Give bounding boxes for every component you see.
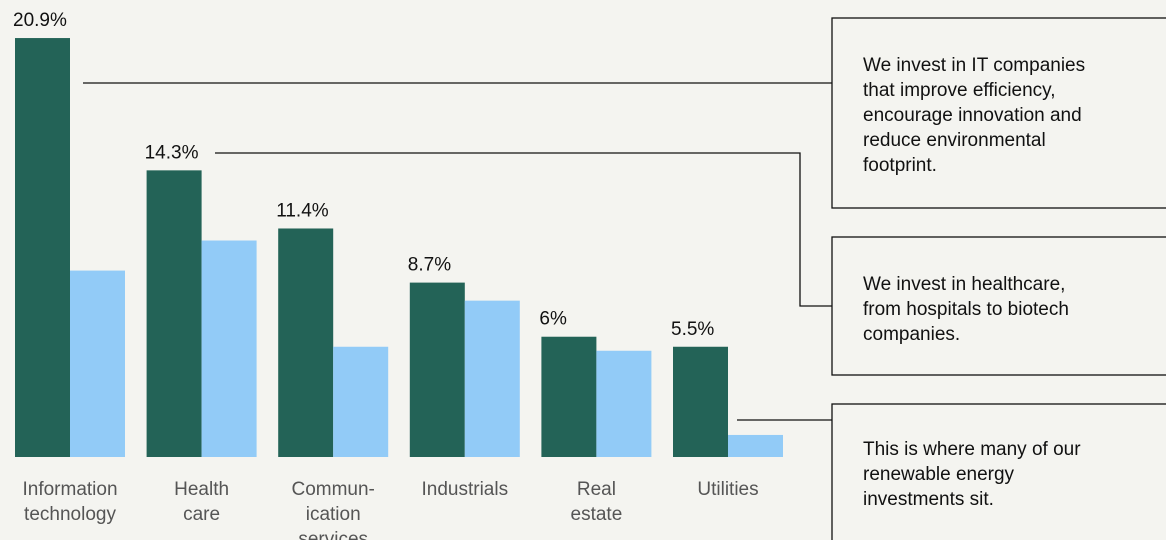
annotation-text: footprint. [863, 155, 937, 176]
annotation-text: This is where many of our [863, 439, 1081, 460]
value-label: 5.5% [671, 319, 714, 340]
x-tick-label: Information [22, 479, 117, 500]
connector-line [215, 152, 832, 307]
annotation-box [831, 17, 1166, 209]
bar [541, 336, 597, 457]
x-tick-label: Health [174, 479, 229, 500]
bar [15, 38, 70, 458]
value-label: 6% [539, 309, 567, 330]
x-tick-label: Industrials [421, 479, 508, 500]
bar [201, 240, 257, 457]
bar [333, 346, 389, 457]
annotation-text: We invest in IT companies [863, 55, 1085, 76]
value-label: 11.4% [276, 200, 329, 221]
bar [278, 228, 334, 457]
bar [464, 300, 520, 457]
x-tick-label: care [183, 504, 220, 525]
bar [673, 346, 728, 457]
value-label: 8.7% [408, 255, 451, 276]
annotation-text: that improve efficiency, [863, 80, 1056, 101]
annotation-boxes [831, 17, 1166, 540]
annotation-text: We invest in healthcare, [863, 274, 1065, 295]
annotation-text: renewable energy [863, 464, 1015, 485]
annotation-text: investments sit. [863, 489, 994, 510]
x-tick-label: ication [306, 504, 361, 525]
annotation-text: companies. [863, 324, 960, 345]
value-label: 14.3% [145, 142, 199, 163]
x-tick-label: Utilities [697, 479, 758, 500]
x-tick-label: Real [577, 479, 616, 500]
connectors [83, 82, 832, 421]
bar [596, 350, 652, 457]
x-tick-label: Commun- [291, 479, 374, 500]
annotation-text: from hospitals to biotech [863, 299, 1069, 320]
x-tick-label: services [298, 529, 368, 540]
annotation-text: encourage innovation and [863, 105, 1082, 126]
bar [146, 170, 202, 457]
x-tick-label: technology [24, 504, 116, 525]
annotation-box [831, 403, 1166, 540]
bar [409, 282, 465, 457]
bar [728, 434, 783, 457]
value-label: 20.9% [13, 10, 67, 31]
annotation-box [831, 236, 1166, 376]
bar [70, 270, 125, 457]
annotation-text: reduce environmental [863, 130, 1046, 151]
x-tick-label: estate [571, 504, 623, 525]
